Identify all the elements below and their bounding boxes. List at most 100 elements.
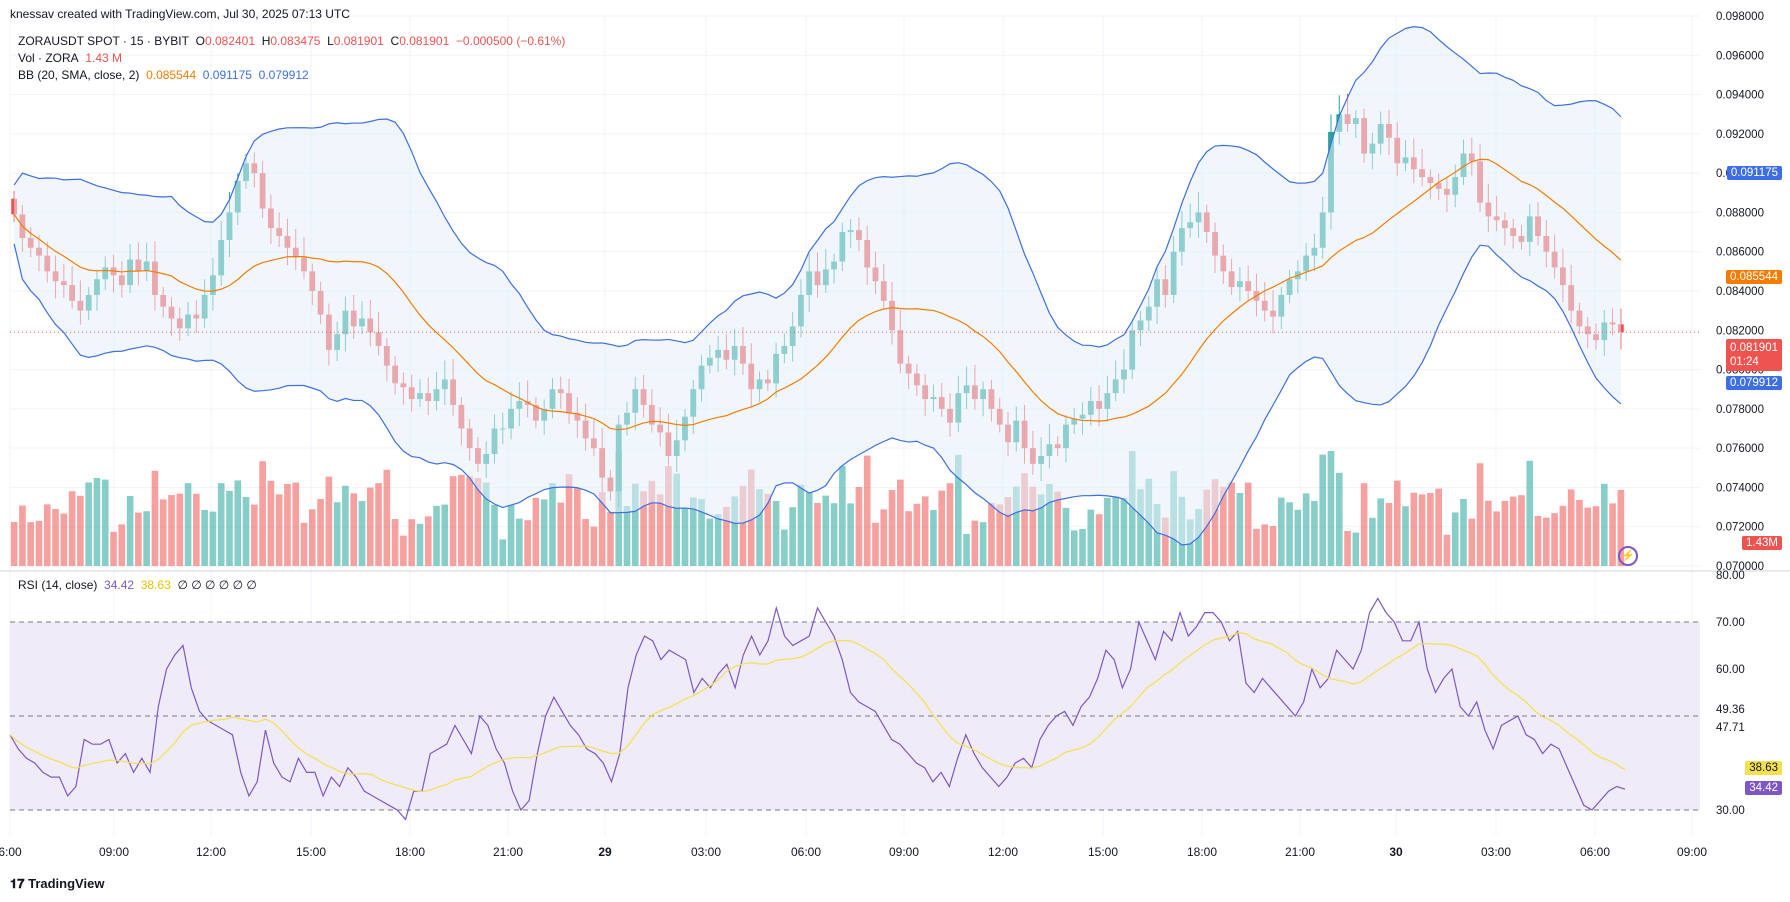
volume-bar [259, 461, 266, 566]
volume-bar [1079, 529, 1086, 566]
bb-lower-value: 0.079912 [258, 68, 309, 82]
volume-bar [863, 455, 871, 566]
volume-bar [714, 514, 722, 566]
volume-bar [1476, 463, 1484, 566]
volume-bar [805, 492, 813, 566]
volume-bar [698, 499, 705, 566]
volume-bar [308, 509, 316, 566]
o-value: 0.082401 [204, 34, 256, 48]
bb-legend[interactable]: BB (20, SMA, close, 2) 0.085544 0.091175… [18, 68, 309, 82]
symbol-label[interactable]: ZORAUSDT SPOT · 15 · BYBIT [18, 34, 189, 48]
volume-bar [1609, 503, 1616, 566]
bb-upper-line [13, 26, 1622, 348]
rsi-value: 34.42 [104, 578, 135, 592]
volume-bar [1393, 480, 1401, 566]
volume-bar [507, 505, 515, 566]
volume-bar [681, 507, 689, 566]
volume-bar [1617, 490, 1625, 566]
volume-bar [52, 509, 59, 566]
volume-bar [176, 493, 184, 566]
volume-bar [930, 510, 937, 566]
volume-bar [1402, 506, 1409, 566]
volume-bar [1302, 493, 1310, 566]
volume-bar [101, 479, 109, 566]
volume-bar [897, 479, 904, 566]
price-tick-label: 0.076000 [1716, 443, 1764, 455]
volume-bar [582, 519, 589, 566]
rsi-tick-label: 47.71 [1716, 722, 1745, 734]
volume-bar [574, 487, 581, 566]
volume-bar [1070, 530, 1078, 566]
volume-bar [640, 491, 647, 566]
volume-bar [325, 476, 333, 566]
volume-bar [549, 483, 556, 566]
volume-bar [988, 502, 995, 566]
volume-bar [532, 497, 540, 566]
volume-legend[interactable]: Vol · ZORA 1.43 M [18, 51, 122, 65]
volume-bar [1369, 517, 1376, 566]
volume-bar [1335, 472, 1343, 566]
volume-bar [1319, 454, 1327, 566]
volume-bar [772, 501, 780, 566]
volume-bar [217, 483, 225, 566]
price-tick-label: 0.072000 [1716, 522, 1764, 534]
volume-bar [996, 504, 1004, 566]
volume-bar [516, 518, 523, 566]
time-tick-label: 15:00 [1088, 845, 1118, 859]
volume-bar [499, 539, 507, 566]
volume-bar [209, 511, 217, 566]
volume-bar [764, 493, 772, 566]
volume-bar [466, 476, 473, 566]
vol-value: 1.43 M [85, 51, 123, 65]
volume-bar [1046, 484, 1053, 566]
volume-bar [458, 474, 465, 566]
volume-bar [1501, 501, 1509, 566]
rsi-tick-label: 49.36 [1716, 704, 1745, 716]
volume-bar [1451, 512, 1459, 566]
volume-bar [1261, 524, 1269, 566]
price-tick-label: 0.084000 [1716, 286, 1764, 298]
volume-bar [1460, 499, 1467, 566]
tradingview-logo[interactable]: 𝟏𝟕 TradingView [10, 876, 104, 892]
bb-label: BB (20, SMA, close, 2) [18, 68, 140, 82]
rsi-extra: ∅ ∅ ∅ ∅ ∅ ∅ [177, 578, 257, 592]
volume-bar [1311, 501, 1318, 566]
rsi-tag: 34.42 [1745, 781, 1782, 795]
volume-bar [1253, 528, 1260, 566]
volume-bar [1600, 483, 1608, 566]
o-label: O [195, 34, 205, 48]
volume-bar [1220, 486, 1227, 566]
volume-bar [234, 480, 242, 566]
volume-bar [416, 523, 424, 566]
volume-bar [557, 502, 565, 566]
volume-bar [979, 522, 987, 566]
volume-bar [300, 522, 308, 566]
volume-bar [424, 516, 432, 566]
volume-bar [226, 490, 233, 566]
volume-bar [781, 529, 788, 566]
volume-bar [1509, 496, 1517, 566]
volume-bar [623, 506, 631, 566]
volume-bar [839, 465, 846, 566]
volume-bar [284, 484, 291, 566]
volume-bar [1228, 482, 1235, 566]
volume-bar [60, 513, 68, 566]
change-value: −0.000500 (−0.61%) [455, 34, 566, 48]
lightning-icon[interactable]: ⚡ [1618, 546, 1638, 566]
volume-bar [1153, 504, 1161, 566]
volume-bar [963, 534, 970, 566]
volume-bar [954, 454, 962, 566]
volume-bar [118, 524, 126, 566]
rsi-legend[interactable]: RSI (14, close) 34.42 38.63 ∅ ∅ ∅ ∅ ∅ ∅ [18, 578, 257, 592]
volume-bar [524, 520, 531, 566]
bb-basis-line [13, 158, 1622, 431]
volume-bar [449, 476, 457, 566]
rsi-line [9, 597, 1626, 821]
time-tick-label: 18:00 [395, 845, 425, 859]
credit-text: knessav created with TradingView.com, Ju… [10, 7, 350, 21]
volume-bar [1443, 534, 1451, 566]
rsi-label: RSI (14, close) [18, 578, 98, 592]
volume-bar [1559, 505, 1567, 566]
volume-bar [333, 502, 341, 566]
